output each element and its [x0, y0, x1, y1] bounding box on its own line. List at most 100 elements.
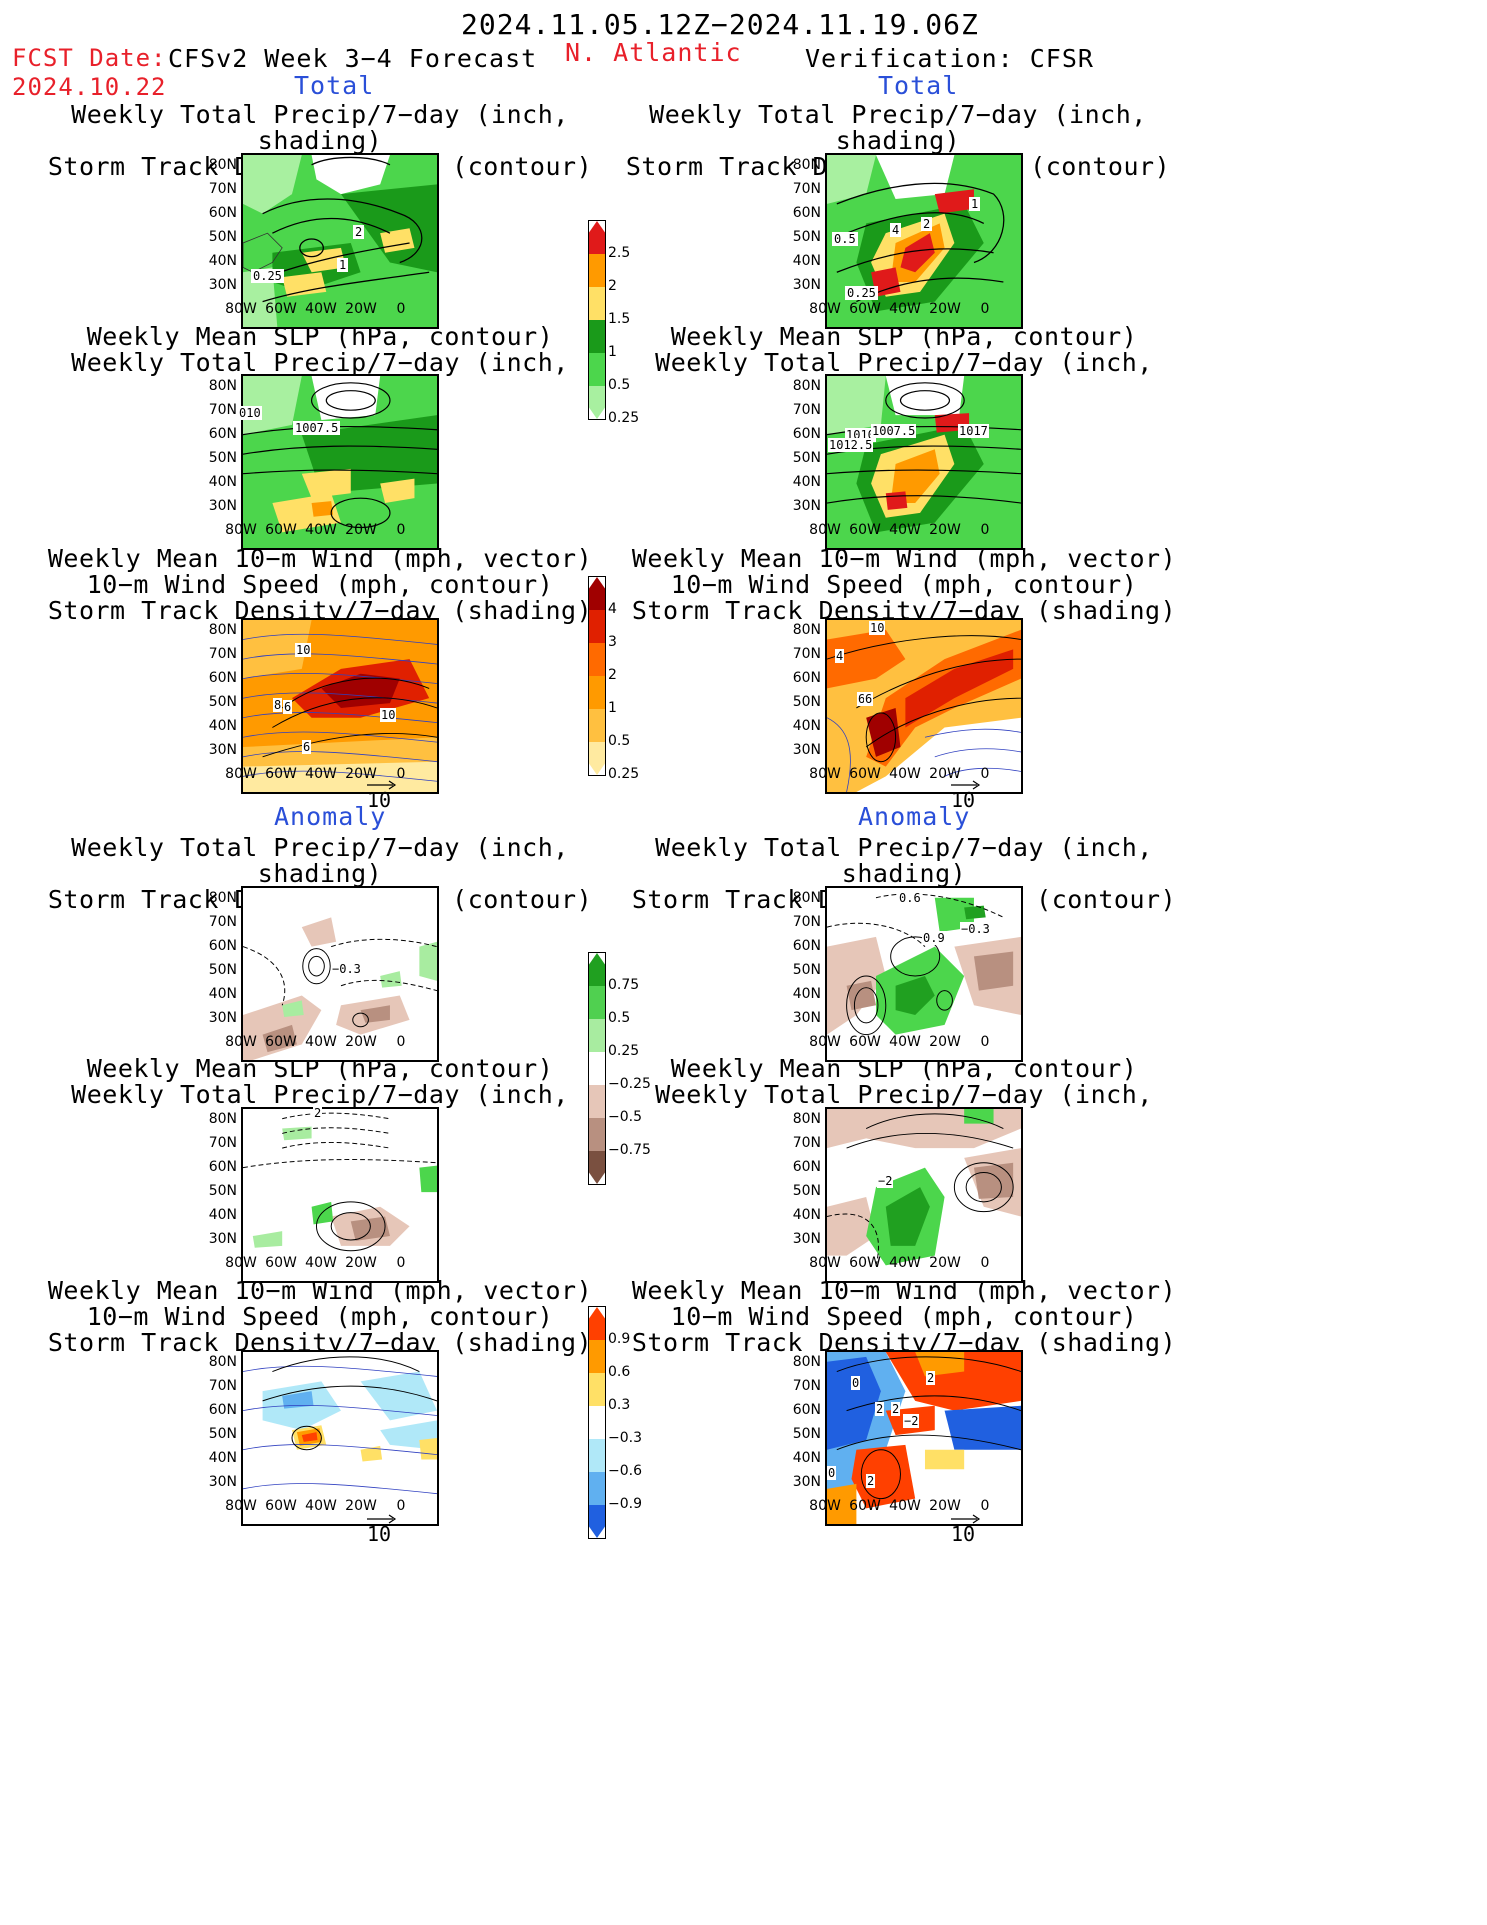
x-tick-label: 60W	[849, 522, 881, 538]
ref-vector-l6: 10	[367, 1514, 397, 1546]
y-tick-label: 60N	[792, 1402, 821, 1418]
colorbar-label: 0.6	[608, 1364, 631, 1380]
x-tick-label: 80W	[225, 301, 257, 317]
y-tick-label: 70N	[792, 646, 821, 662]
contour-label: 0.25	[251, 269, 284, 283]
x-tick-label: 0	[396, 522, 406, 538]
ref-vector-label: 10	[951, 788, 976, 812]
y-tick-label: 60N	[208, 670, 237, 686]
x-tick-label: 0	[980, 301, 990, 317]
y-tick-label: 70N	[792, 1378, 821, 1394]
y-tick-label: 80N	[792, 157, 821, 173]
colorbar-swatch	[589, 709, 605, 742]
x-tick-label: 80W	[809, 766, 841, 782]
section-total-right: Total	[878, 71, 959, 100]
y-tick-label: 40N	[208, 474, 237, 490]
y-tick-label: 40N	[792, 718, 821, 734]
x-tick-label: 0	[980, 1255, 990, 1271]
y-tick-label: 70N	[208, 646, 237, 662]
title-line: Weekly Total Precip/7−day (inch, shading…	[71, 833, 569, 888]
colorbar-swatch	[589, 953, 605, 986]
colorbar-swatch	[589, 742, 605, 775]
x-tick-label: 80W	[225, 1034, 257, 1050]
contour-label: 1017	[958, 424, 989, 438]
region-title: N. Atlantic	[565, 38, 742, 67]
y-tick-label: 50N	[208, 962, 237, 978]
y-tick-label: 30N	[792, 1010, 821, 1026]
x-tick-label: 0	[980, 1034, 990, 1050]
contour-label: 010	[238, 406, 262, 420]
x-tick-label: 40W	[305, 1498, 337, 1514]
x-tick-label: 80W	[809, 1498, 841, 1514]
title-line: Weekly Total Precip/7−day (inch, shading…	[649, 100, 1147, 155]
x-tick-label: 20W	[345, 1255, 377, 1271]
colorbar-swatch	[589, 320, 605, 353]
contour-label: 0	[827, 1466, 837, 1480]
x-tick-label: 0	[396, 1498, 406, 1514]
colorbar-label: 3	[608, 634, 617, 650]
colorbar-label: 1	[608, 700, 617, 716]
y-tick-label: 60N	[792, 938, 821, 954]
colorbar-swatch	[589, 353, 605, 386]
panel-title-l6: Weekly Mean 10−m Wind (mph, vector) 10−m…	[20, 1278, 620, 1356]
y-tick-label: 80N	[208, 622, 237, 638]
y-tick-label: 80N	[792, 1354, 821, 1370]
arrow-right-icon	[951, 1514, 981, 1524]
contour-label: 1012.5	[828, 438, 874, 452]
colorbar-swatch	[589, 676, 605, 709]
x-tick-label: 0	[396, 766, 406, 782]
contour-label: 10	[380, 708, 397, 722]
section-anomaly-left: Anomaly	[274, 802, 387, 831]
ref-vector-label: 10	[367, 788, 392, 812]
colorbar-label: 2.5	[608, 245, 631, 261]
colorbar-label: 0.5	[608, 1010, 631, 1026]
colorbar-swatch	[589, 1439, 605, 1472]
y-tick-label: 40N	[208, 986, 237, 1002]
y-tick-label: 30N	[792, 742, 821, 758]
colorbar-swatch	[589, 1307, 605, 1340]
y-tick-label: 30N	[792, 277, 821, 293]
colorbar-label: −0.6	[608, 1463, 642, 1479]
map-panel-l6	[241, 1350, 439, 1526]
x-tick-label: 20W	[929, 1498, 961, 1514]
x-tick-label: 20W	[929, 1255, 961, 1271]
colorbar-swatch	[589, 986, 605, 1019]
contour-label: 6	[864, 692, 874, 706]
map-panel-l4	[241, 886, 439, 1062]
colorbar-track-total	[588, 576, 606, 776]
x-tick-label: 20W	[345, 1498, 377, 1514]
x-tick-label: 60W	[849, 1255, 881, 1271]
y-tick-label: 70N	[208, 1378, 237, 1394]
map-panel-r3	[825, 618, 1023, 794]
title-line: 10−m Wind Speed (mph, contour)	[670, 1302, 1138, 1331]
contour-label: 2	[313, 1106, 323, 1120]
colorbar-swatch	[589, 254, 605, 287]
y-tick-label: 50N	[208, 1183, 237, 1199]
colorbar-label: 2	[608, 278, 617, 294]
colorbar-swatch	[589, 1085, 605, 1118]
panel-title-r6: Weekly Mean 10−m Wind (mph, vector) 10−m…	[604, 1278, 1204, 1356]
contour-label: −2	[877, 1174, 894, 1188]
colorbar-swatch	[589, 287, 605, 320]
y-tick-label: 30N	[208, 498, 237, 514]
x-tick-label: 40W	[889, 301, 921, 317]
y-tick-label: 80N	[792, 1111, 821, 1127]
y-tick-label: 80N	[208, 890, 237, 906]
colorbar-label: 0.25	[608, 766, 640, 782]
x-tick-label: 60W	[265, 1034, 297, 1050]
colorbar-swatch	[589, 1151, 605, 1184]
contour-label: 8	[273, 698, 283, 712]
y-tick-label: 70N	[792, 402, 821, 418]
contour-label: 4	[835, 649, 845, 663]
colorbar-swatch	[589, 1472, 605, 1505]
y-tick-label: 40N	[792, 253, 821, 269]
colorbar-label: 1	[608, 344, 617, 360]
y-tick-label: 60N	[208, 205, 237, 221]
x-tick-label: 80W	[809, 1255, 841, 1271]
x-tick-label: 80W	[225, 1255, 257, 1271]
x-tick-label: 40W	[305, 1255, 337, 1271]
x-tick-label: 20W	[345, 522, 377, 538]
y-tick-label: 60N	[208, 1159, 237, 1175]
x-tick-label: 0	[980, 766, 990, 782]
x-tick-label: 40W	[305, 522, 337, 538]
